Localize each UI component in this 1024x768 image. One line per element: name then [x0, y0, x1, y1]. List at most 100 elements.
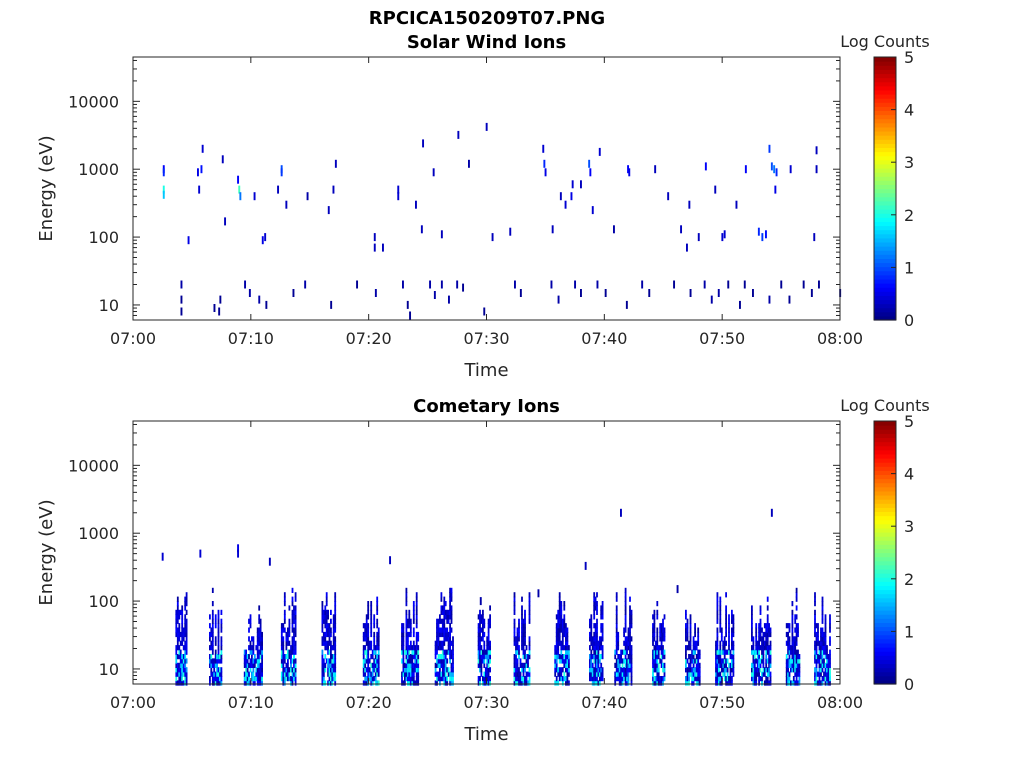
data-cell — [477, 627, 480, 633]
data-cell — [594, 640, 597, 646]
data-cell — [788, 645, 791, 651]
data-cell — [829, 618, 831, 624]
data-cell — [785, 667, 788, 673]
data-cell — [524, 680, 526, 686]
data-cell — [368, 640, 371, 646]
data-cell — [627, 671, 630, 677]
data-cell — [589, 671, 591, 677]
data-cell — [287, 676, 289, 682]
data-cell — [688, 654, 690, 660]
data-cell — [256, 640, 259, 646]
data-cell — [716, 592, 719, 598]
data-cell — [758, 662, 760, 668]
data-cell — [725, 631, 727, 638]
data-cell — [698, 680, 701, 686]
data-cell — [251, 662, 253, 668]
data-cell — [794, 640, 797, 646]
data-cell — [362, 631, 365, 638]
data-cell — [243, 658, 246, 664]
data-cell — [415, 640, 418, 646]
data-cell — [277, 185, 280, 194]
data-cell — [259, 640, 262, 646]
data-cell — [328, 676, 331, 682]
data-cell — [818, 671, 821, 677]
data-cell — [371, 676, 374, 682]
data-cell — [765, 649, 768, 655]
x-tick-label: 07:40 — [581, 329, 627, 348]
data-cell — [689, 289, 692, 297]
data-cell — [280, 623, 283, 629]
data-cell — [593, 645, 596, 651]
data-cell — [407, 623, 409, 629]
data-cell — [332, 631, 335, 638]
data-cell — [791, 667, 794, 673]
data-cell — [249, 640, 252, 646]
data-cell — [251, 676, 253, 682]
data-cell — [596, 618, 598, 624]
data-cell — [181, 662, 184, 668]
data-cell — [725, 667, 727, 673]
data-cell — [251, 645, 253, 651]
data-cell — [437, 627, 440, 633]
data-cell — [557, 649, 560, 655]
data-cell — [689, 662, 692, 668]
data-cell — [694, 627, 696, 633]
data-cell — [716, 680, 719, 686]
data-cell — [604, 289, 607, 297]
data-cell — [725, 609, 727, 615]
data-cell — [829, 662, 831, 668]
data-cell — [211, 640, 214, 646]
data-cell — [657, 649, 660, 655]
data-cell — [487, 658, 490, 664]
data-cell — [483, 662, 486, 668]
data-cell — [627, 676, 630, 682]
data-cell — [175, 609, 178, 615]
data-cell — [185, 680, 188, 686]
data-cell — [728, 623, 730, 629]
data-cell — [370, 614, 373, 620]
data-cell — [565, 631, 567, 638]
data-cell — [716, 662, 719, 668]
data-cell — [486, 640, 489, 646]
data-cell — [720, 667, 723, 673]
data-cell — [689, 618, 692, 624]
data-cell — [332, 654, 335, 660]
data-cell — [615, 676, 618, 682]
data-cell — [258, 636, 261, 642]
data-cell — [330, 609, 332, 615]
data-cell — [216, 654, 218, 660]
data-cell — [441, 649, 444, 655]
data-cell — [766, 627, 769, 633]
data-cell — [437, 671, 440, 677]
data-cell — [768, 631, 770, 638]
data-cell — [629, 618, 631, 624]
data-cell — [282, 636, 285, 642]
data-cell — [765, 680, 768, 686]
data-cell — [327, 609, 329, 615]
data-cell — [217, 645, 220, 651]
data-cell — [283, 618, 286, 624]
data-cell — [261, 631, 263, 638]
data-cell — [489, 667, 491, 673]
data-cell — [364, 671, 367, 677]
data-cell — [715, 654, 717, 660]
data-cell — [291, 596, 294, 602]
data-cell — [518, 645, 520, 651]
data-cell — [791, 645, 794, 651]
data-cell — [593, 596, 596, 602]
data-cell — [615, 609, 618, 615]
data-cell — [443, 596, 446, 602]
data-cell — [560, 640, 563, 646]
data-cell — [652, 636, 654, 642]
data-cell — [175, 614, 178, 620]
data-cell — [211, 636, 214, 642]
data-cell — [245, 676, 247, 682]
data-cell — [614, 676, 617, 682]
data-cell — [763, 645, 766, 651]
data-cell — [185, 623, 188, 629]
data-cell — [559, 192, 562, 201]
data-cell — [219, 667, 221, 673]
data-cell — [691, 658, 693, 664]
data-cell — [560, 649, 563, 655]
data-cell — [415, 609, 418, 615]
